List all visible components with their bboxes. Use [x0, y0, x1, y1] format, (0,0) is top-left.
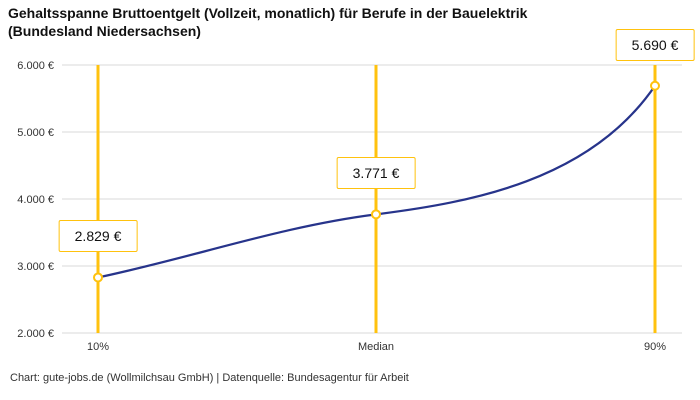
x-axis-label: 10% [87, 341, 109, 353]
x-axis-label: Median [358, 341, 394, 353]
y-axis-label: 3.000 € [17, 261, 54, 273]
data-point-marker [93, 272, 103, 283]
data-point-marker [650, 80, 660, 91]
value-callout: 2.829 € [58, 220, 138, 253]
y-axis-label: 5.000 € [17, 127, 54, 139]
x-axis-label: 90% [644, 341, 666, 353]
y-axis-label: 4.000 € [17, 194, 54, 206]
data-point-marker [371, 209, 381, 220]
y-axis-label: 2.000 € [17, 328, 54, 340]
value-callout: 5.690 € [615, 28, 695, 61]
value-callout: 3.771 € [336, 157, 416, 190]
chart-title: Gehaltsspanne Bruttoentgelt (Vollzeit, m… [8, 5, 528, 40]
y-axis-label: 6.000 € [17, 60, 54, 72]
chart-attribution: Chart: gute-jobs.de (Wollmilchsau GmbH) … [10, 372, 409, 384]
